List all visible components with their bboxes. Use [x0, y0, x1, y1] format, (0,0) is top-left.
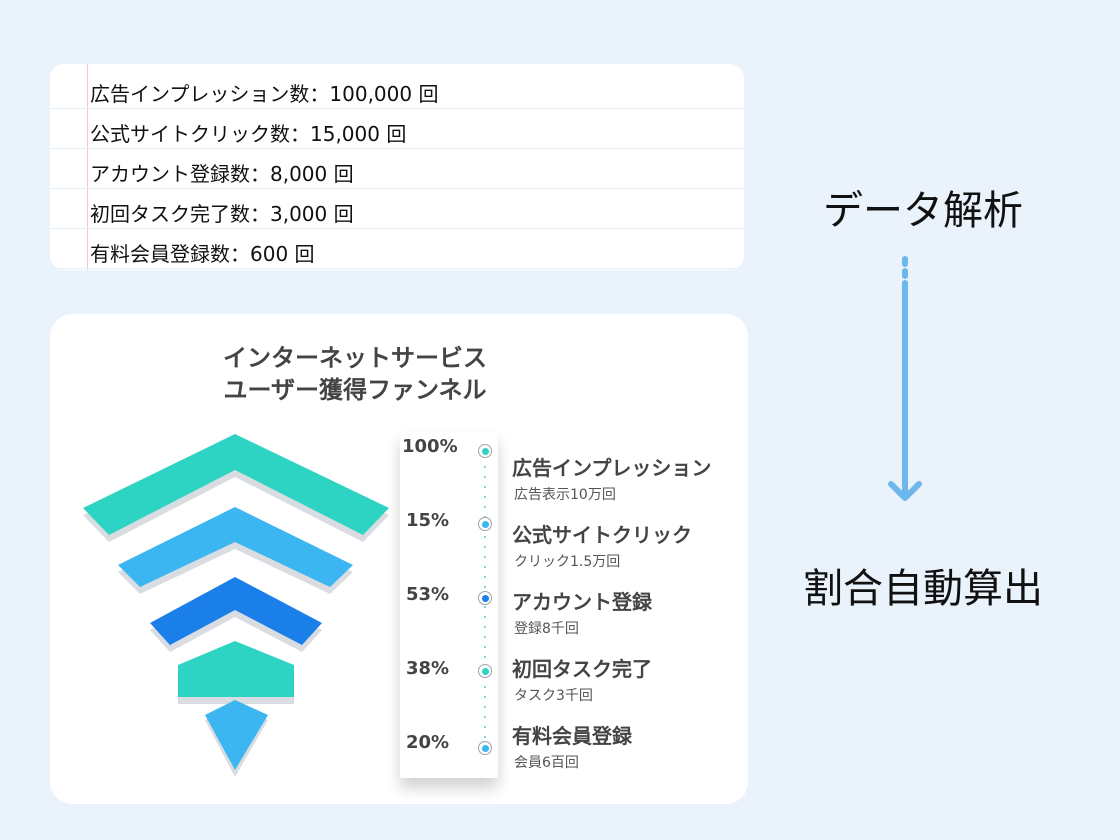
- metric-row-first-task: 初回タスク完了数：3,000 回: [50, 188, 744, 229]
- funnel-layer-5: [205, 700, 268, 777]
- step-1-marker: [478, 444, 492, 458]
- metric-row-paid: 有料会員登録数：600 回: [50, 228, 744, 269]
- step-3-marker: [478, 591, 492, 605]
- funnel-card: インターネットサービス ユーザー獲得ファンネル 100% 広告インプレッション: [50, 314, 748, 804]
- metric-row-signups: アカウント登録数：8,000 回: [50, 148, 744, 189]
- timeline-strip: [400, 432, 498, 778]
- step-4-title: 初回タスク完了: [512, 657, 652, 681]
- metric-label: 広告インプレッション数：100,000 回: [90, 82, 439, 106]
- flow-bottom-label: 割合自動算出: [803, 566, 1043, 612]
- step-5-percent: 20%: [406, 732, 450, 753]
- funnel-title-line1: インターネットサービス: [223, 344, 487, 372]
- step-2-percent: 15%: [406, 510, 450, 531]
- step-5-subtitle: 会員6百回: [514, 755, 579, 771]
- step-2-title: 公式サイトクリック: [512, 523, 692, 547]
- step-3-title: アカウント登録: [512, 590, 652, 614]
- metric-row-clicks: 公式サイトクリック数：15,000 回: [50, 108, 744, 149]
- step-2-marker: [478, 517, 492, 531]
- step-3-subtitle: 登録8千回: [514, 621, 579, 637]
- step-1-title: 広告インプレッション: [512, 456, 712, 480]
- step-5-title: 有料会員登録: [512, 724, 632, 748]
- step-1-percent: 100%: [402, 436, 458, 457]
- step-4-subtitle: タスク3千回: [514, 688, 593, 704]
- flow-top-label: データ解析: [823, 188, 1023, 234]
- funnel-layer-2: [118, 507, 353, 594]
- down-arrow-icon: [888, 256, 922, 501]
- step-4-marker: [478, 664, 492, 678]
- funnel-layer-3: [150, 577, 322, 652]
- step-5-marker: [478, 741, 492, 755]
- funnel-graphic: [83, 434, 389, 777]
- metric-label: 公式サイトクリック数：15,000 回: [90, 122, 407, 146]
- step-4-percent: 38%: [406, 658, 450, 679]
- metric-row-impressions: 広告インプレッション数：100,000 回: [50, 68, 744, 109]
- funnel-layer-1: [83, 434, 389, 542]
- margin-line: [87, 64, 88, 270]
- funnel-title-line2: ユーザー獲得ファンネル: [223, 376, 487, 404]
- funnel-layer-4: [178, 641, 294, 704]
- metrics-card: 広告インプレッション数：100,000 回 公式サイトクリック数：15,000 …: [50, 64, 744, 270]
- metric-label: 有料会員登録数：600 回: [90, 242, 315, 266]
- metric-label: アカウント登録数：8,000 回: [90, 162, 354, 186]
- step-2-subtitle: クリック1.5万回: [514, 554, 621, 570]
- step-1-subtitle: 広告表示10万回: [514, 487, 616, 503]
- metric-label: 初回タスク完了数：3,000 回: [90, 202, 354, 226]
- step-3-percent: 53%: [406, 584, 450, 605]
- timeline-dotted-line: [484, 456, 486, 752]
